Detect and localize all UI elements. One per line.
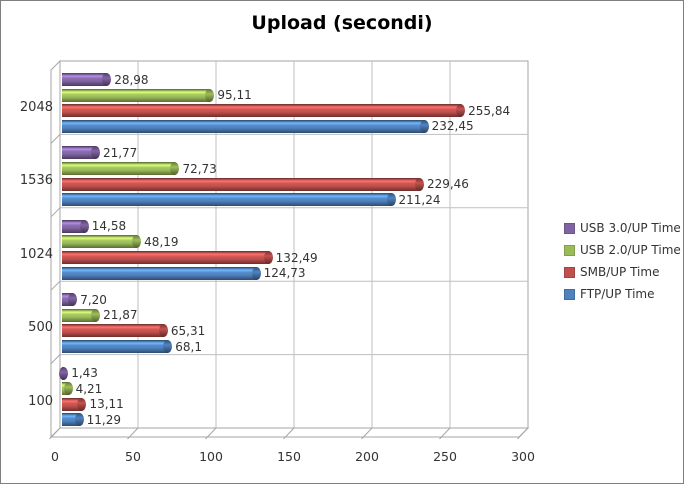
bar-end-cap (74, 413, 84, 427)
data-label: 13,11 (89, 397, 124, 412)
bar-usb-2.0-1024 (62, 235, 142, 249)
bar-usb-2.0-100 (62, 382, 73, 396)
legend-item-usb-3.0: USB 3.0/UP Time (564, 217, 681, 239)
legend-label: FTP/UP Time (580, 287, 655, 301)
y-tick (50, 354, 61, 364)
bar-end-cap (170, 162, 180, 175)
bar-usb-2.0-1536 (62, 162, 180, 175)
bar-end-cap (102, 73, 112, 86)
bar-usb-3.0-100 (59, 366, 69, 380)
bar-ftp-500 (62, 340, 173, 353)
bar-usb-3.0-1024 (62, 219, 89, 233)
x-axis-label-100: 100 (199, 449, 223, 464)
x-tick (205, 427, 217, 440)
data-label: 7,20 (80, 292, 107, 307)
x-axis-label-300: 300 (511, 449, 535, 464)
bar-end-cap (419, 119, 429, 133)
bar-end-cap (386, 193, 396, 207)
x-axis-label-200: 200 (355, 449, 379, 464)
legend-label: SMB/UP Time (580, 265, 660, 279)
x-tick (127, 427, 139, 440)
bar-smb-500 (62, 324, 168, 338)
bar-smb-100 (62, 397, 87, 411)
bar-smb-2048 (62, 104, 466, 118)
legend-swatch (564, 288, 575, 300)
legend-label: USB 2.0/UP Time (580, 243, 681, 257)
bar-usb-3.0-2048 (62, 73, 112, 86)
bar-end-cap (456, 104, 466, 118)
bar-end-cap (132, 235, 142, 249)
bar-usb-2.0-500 (62, 308, 101, 322)
data-label: 28,98 (114, 72, 149, 87)
bar-end-cap (79, 219, 89, 233)
data-label: 21,77 (102, 145, 138, 160)
data-label: 48,19 (144, 234, 179, 249)
legend-label: USB 3.0/UP Time (580, 221, 681, 235)
data-label: 232,45 (431, 119, 474, 134)
legend-swatch (564, 266, 575, 278)
bar-ftp-1536 (62, 193, 396, 207)
x-tick (517, 427, 529, 440)
data-label: 211,24 (398, 192, 441, 207)
data-label: 4,21 (75, 381, 103, 396)
bar-smb-1024 (62, 251, 273, 264)
bar-ftp-1024 (62, 266, 261, 280)
bar-end-cap (59, 366, 69, 380)
bar-ftp-2048 (62, 119, 429, 133)
bar-end-cap (158, 324, 168, 338)
category-label-100: 100 (28, 393, 53, 409)
y-tick (50, 134, 61, 144)
category-label-500: 500 (28, 320, 53, 336)
bar-end-cap (163, 340, 173, 353)
bar-end-cap (90, 146, 100, 160)
category-label-2048: 2048 (19, 99, 53, 115)
bar-end-cap (63, 382, 73, 396)
data-label: 65,31 (170, 323, 206, 338)
category-label-1024: 1024 (19, 246, 53, 262)
data-label: 21,87 (103, 308, 138, 323)
x-tick (283, 427, 295, 440)
data-label: 11,29 (86, 412, 121, 427)
bar-usb-3.0-1536 (62, 146, 100, 160)
bar-usb-2.0-2048 (62, 88, 215, 102)
x-tick (361, 427, 373, 440)
x-axis-label-150: 150 (277, 449, 301, 464)
legend-item-ftp: FTP/UP Time (564, 283, 655, 305)
bar-end-cap (205, 88, 215, 102)
x-axis-label-50: 50 (125, 449, 141, 464)
bar-smb-1536 (62, 177, 424, 191)
data-label: 95,11 (217, 88, 252, 103)
x-axis-label-0: 0 (51, 449, 59, 464)
legend-swatch (564, 222, 575, 234)
data-label: 229,46 (426, 177, 469, 192)
bar-end-cap (414, 177, 424, 191)
x-axis-label-250: 250 (433, 449, 457, 464)
data-label: 132,49 (275, 250, 318, 265)
y-tick (50, 280, 61, 291)
bar-end-cap (77, 397, 87, 411)
bar-usb-3.0-500 (62, 293, 78, 307)
y-tick (50, 207, 61, 218)
bar-end-cap (91, 308, 101, 322)
legend-swatch (564, 244, 575, 256)
bar-end-cap (263, 251, 273, 264)
data-label: 72,73 (182, 161, 217, 176)
data-label: 68,1 (175, 339, 202, 354)
category-label-1536: 1536 (19, 173, 53, 189)
data-label: 255,84 (468, 103, 511, 118)
bar-end-cap (251, 266, 261, 280)
data-label: 1,43 (71, 366, 98, 381)
data-label: 124,73 (263, 266, 306, 281)
x-tick (49, 427, 61, 440)
chart-title: Upload (secondi) (251, 12, 433, 34)
legend-item-smb: SMB/UP Time (564, 261, 659, 283)
legend-item-usb-2.0: USB 2.0/UP Time (564, 239, 681, 261)
x-tick (439, 427, 451, 440)
data-label: 14,58 (91, 219, 127, 234)
bar-ftp-100 (62, 413, 84, 427)
bar-end-cap (68, 293, 78, 307)
